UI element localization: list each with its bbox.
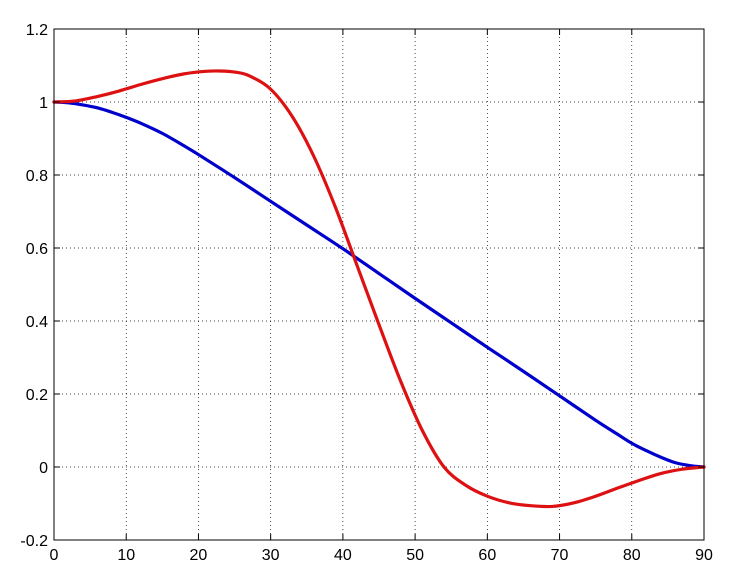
x-tick-label: 20: [190, 547, 208, 564]
series-line-2: [52, 69, 706, 509]
tick-marks: [53, 28, 705, 541]
y-tick-label: 1.2: [26, 22, 48, 39]
y-tick-label: 0.6: [26, 241, 48, 258]
x-tick-label: 30: [262, 547, 280, 564]
y-tick-label: 0: [39, 460, 48, 477]
y-tick-label: 0.2: [26, 387, 48, 404]
series-line-1: [52, 100, 706, 469]
x-tick-label: 10: [117, 547, 135, 564]
x-tick-label: 40: [334, 547, 352, 564]
series-layer: [52, 69, 706, 509]
x-tick-label: 0: [50, 547, 59, 564]
y-tick-label: 0.4: [26, 314, 48, 331]
y-tick-label: -0.2: [20, 533, 48, 550]
y-tick-label: 1: [39, 95, 48, 112]
x-tick-label: 60: [478, 547, 496, 564]
plot-area-frame: [53, 28, 705, 541]
x-tick-label: 70: [551, 547, 569, 564]
y-tick-labels: -0.2 0 0.2 0.4 0.6 0.8 1 1.2: [20, 22, 48, 550]
grid: [54, 29, 704, 540]
x-tick-labels: 0 10 20 30 40 50 60 70 80 90: [50, 547, 713, 564]
x-tick-label: 50: [406, 547, 424, 564]
y-tick-label: 0.8: [26, 168, 48, 185]
x-tick-label: 80: [623, 547, 641, 564]
x-tick-label: 90: [695, 547, 713, 564]
